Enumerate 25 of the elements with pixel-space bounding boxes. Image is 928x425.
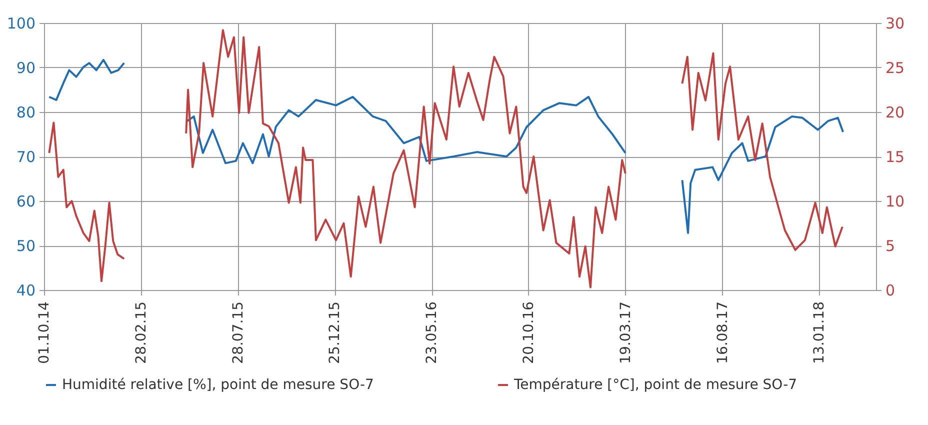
y2-tick-label: 15 <box>886 148 905 166</box>
y2-tick-label: 25 <box>886 59 905 77</box>
x-tick-label: 13.01.18 <box>812 302 828 364</box>
y2-tick-label: 30 <box>886 14 905 32</box>
legend-label: Humidité relative [%], point de mesure SO-7 <box>62 377 374 393</box>
x-tick-label: 16.08.17 <box>714 302 731 364</box>
x-tick-label: 01.10.14 <box>36 301 52 364</box>
y-tick-label: 60 <box>16 192 36 210</box>
y2-tick-label: 20 <box>886 104 905 122</box>
y-tick-label: 90 <box>16 59 36 77</box>
y-tick-label: 50 <box>16 237 36 255</box>
x-tick-label: 19.03.17 <box>618 302 634 364</box>
x-tick-label: 23.05.16 <box>424 301 440 364</box>
y2-tick-label: 0 <box>886 282 896 300</box>
y2-tick-label: 5 <box>886 237 896 255</box>
x-tick-label: 28.02.15 <box>133 302 150 364</box>
x-tick-label: 25.12.15 <box>327 302 344 364</box>
x-tick-label: 28.07.15 <box>230 302 246 364</box>
legend-label: Température [°C], point de mesure SO-7 <box>513 377 798 393</box>
y-tick-label: 40 <box>16 282 36 300</box>
x-tick-label: 20.10.16 <box>520 301 537 364</box>
y-tick-label: 100 <box>6 14 36 32</box>
y2-tick-label: 10 <box>886 192 905 210</box>
y-tick-label: 70 <box>16 148 36 166</box>
y-tick-label: 80 <box>16 104 36 122</box>
